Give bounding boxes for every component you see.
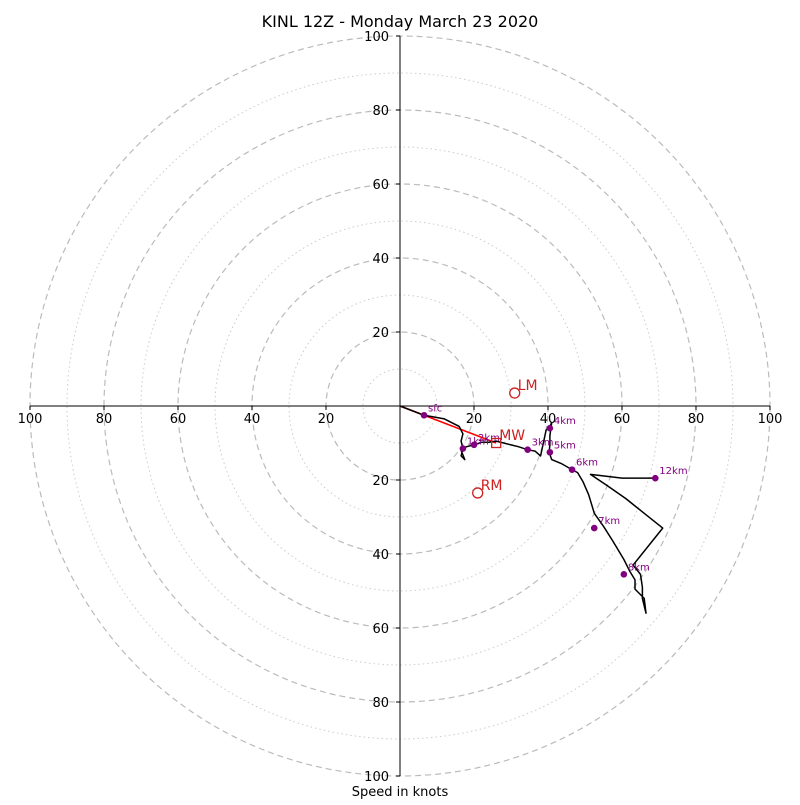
hodograph-line xyxy=(399,405,664,614)
y-tick-label: 80 xyxy=(372,696,389,711)
height-label-2km: 2km xyxy=(478,433,500,444)
x-axis-label: Speed in knots xyxy=(352,785,449,800)
height-marker-2km xyxy=(470,441,478,449)
height-label-1km: 1km xyxy=(467,437,489,448)
height-marker-6km xyxy=(568,466,576,473)
height-marker-3km xyxy=(524,446,531,453)
x-tick-label: 20 xyxy=(318,412,335,427)
height-label-4km: 4km xyxy=(554,416,576,427)
storm-marker-mw xyxy=(491,437,502,449)
height-marker-12km xyxy=(652,474,659,482)
tick-labels: 100 80 60 40 20 20 40 60 80 100100806040202040608… xyxy=(18,30,783,785)
storm-motion-group: LM MW RM xyxy=(472,378,538,499)
height-label-7km: 7km xyxy=(598,516,620,527)
y-tick-label: 60 xyxy=(372,622,389,637)
y-tick-label: 100 xyxy=(364,30,389,45)
y-tick-label: 40 xyxy=(372,548,389,563)
storm-marker-rm xyxy=(472,487,484,499)
x-tick-label: 80 xyxy=(688,412,705,427)
height-label-sfc: sfc xyxy=(428,403,442,414)
y-tick-label: 80 xyxy=(372,104,389,119)
y-tick-label: 20 xyxy=(372,474,389,489)
chart-title: KINL 12Z - Monday March 23 2020 xyxy=(262,12,539,31)
height-marker-7km xyxy=(590,524,598,532)
height-label-6km: 6km xyxy=(576,458,598,469)
height-label-8km: 8km xyxy=(628,562,650,573)
height-marker-4km xyxy=(546,424,554,432)
height-marker-5km xyxy=(546,448,554,456)
y-tick-label: 100 xyxy=(364,770,389,785)
height-label-3km: 3km xyxy=(532,438,554,449)
x-tick-label: 40 xyxy=(244,412,261,427)
x-tick-label: 80 xyxy=(96,412,113,427)
height-marker-8km xyxy=(620,571,628,578)
height-label-12km: 12km xyxy=(659,466,687,477)
height-marker-sfc xyxy=(420,411,428,419)
y-tick-label: 20 xyxy=(372,326,389,341)
storm-label-rm: RM xyxy=(481,478,503,494)
x-tick-label: 60 xyxy=(614,412,631,427)
y-tick-label: 40 xyxy=(372,252,389,267)
hodograph-trace-group xyxy=(399,405,664,614)
x-tick-label: 60 xyxy=(170,412,187,427)
x-tick-label: 100 xyxy=(18,412,43,427)
storm-label-lm: LM xyxy=(518,378,538,394)
height-label-5km: 5km xyxy=(554,440,576,451)
storm-marker-lm xyxy=(509,387,521,399)
x-tick-label: 20 xyxy=(466,412,483,427)
x-tick-label: 100 xyxy=(758,412,783,427)
height-marker-1km xyxy=(459,445,467,452)
storm-label-mw: MW xyxy=(499,428,525,444)
y-tick-label: 60 xyxy=(372,178,389,193)
